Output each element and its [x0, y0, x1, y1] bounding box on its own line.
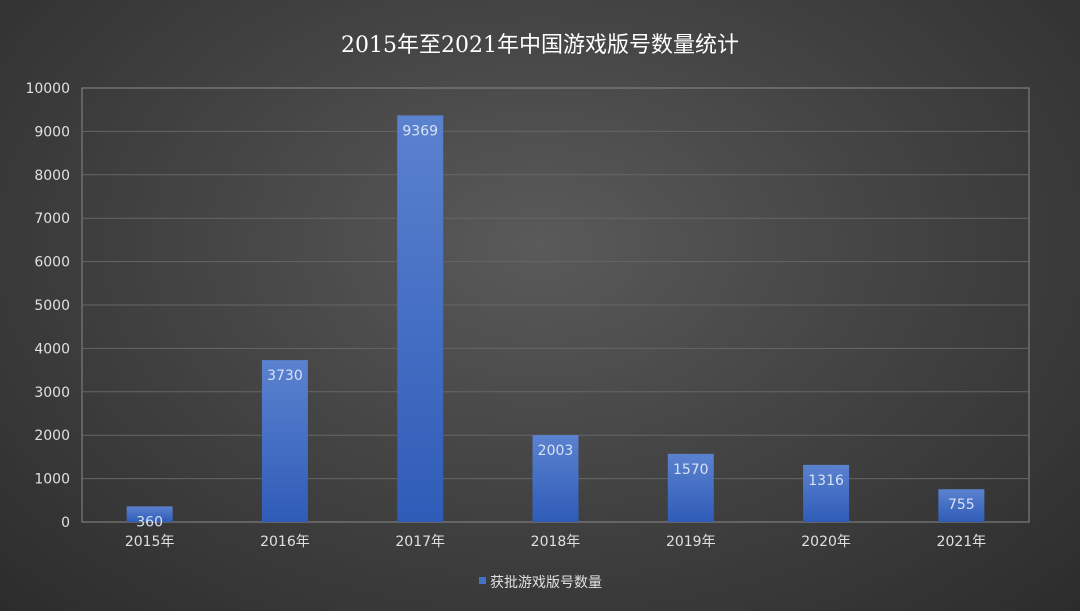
x-tick-label: 2015年: [125, 534, 175, 550]
bar: [667, 453, 714, 522]
x-tick-label: 2020年: [801, 534, 851, 550]
x-tick-label: 2016年: [260, 534, 310, 550]
bar: [803, 464, 850, 522]
y-tick-label: 4000: [34, 341, 70, 357]
data-label: 1570: [673, 462, 709, 478]
y-tick-label: 9000: [34, 124, 70, 140]
data-label: 3730: [267, 368, 303, 384]
bar: [397, 115, 444, 522]
data-label: 755: [948, 497, 975, 513]
data-label: 360: [136, 514, 163, 530]
bar: [126, 506, 173, 522]
x-tick-label: 2017年: [395, 534, 445, 550]
y-tick-label: 1000: [34, 472, 70, 488]
x-axis-ticks: 2015年 2016年 2017年 2018年 2019年 2020年 2021年: [125, 534, 986, 550]
legend-label: 获批游戏版号数量: [490, 575, 602, 591]
y-tick-label: 6000: [34, 255, 70, 271]
y-tick-label: 0: [61, 515, 70, 531]
bar: [938, 489, 985, 522]
x-tick-label: 2019年: [666, 534, 716, 550]
bar: [532, 435, 579, 522]
bar-series: 360 3730 9369 2003 1570 1316 755: [126, 115, 985, 530]
legend: 获批游戏版号数量: [479, 575, 602, 591]
x-tick-label: 2021年: [937, 534, 987, 550]
gridlines: [82, 130, 1029, 480]
y-tick-label: 5000: [34, 298, 70, 314]
y-axis-ticks: 0 1000 2000 3000 4000 5000 6000 7000 8000 9000 100…: [25, 81, 70, 531]
bar: [261, 360, 308, 522]
y-tick-label: 10000: [25, 81, 70, 97]
data-label: 1316: [808, 473, 844, 489]
chart-title: 2015年至2021年中国游戏版号数量统计: [341, 33, 739, 58]
x-tick-label: 2018年: [531, 534, 581, 550]
y-tick-label: 2000: [34, 428, 70, 444]
legend-swatch: [479, 577, 486, 584]
y-tick-label: 3000: [34, 385, 70, 401]
y-tick-label: 8000: [34, 168, 70, 184]
data-label: 2003: [538, 443, 574, 459]
data-label: 9369: [402, 123, 438, 139]
y-tick-label: 7000: [34, 211, 70, 227]
